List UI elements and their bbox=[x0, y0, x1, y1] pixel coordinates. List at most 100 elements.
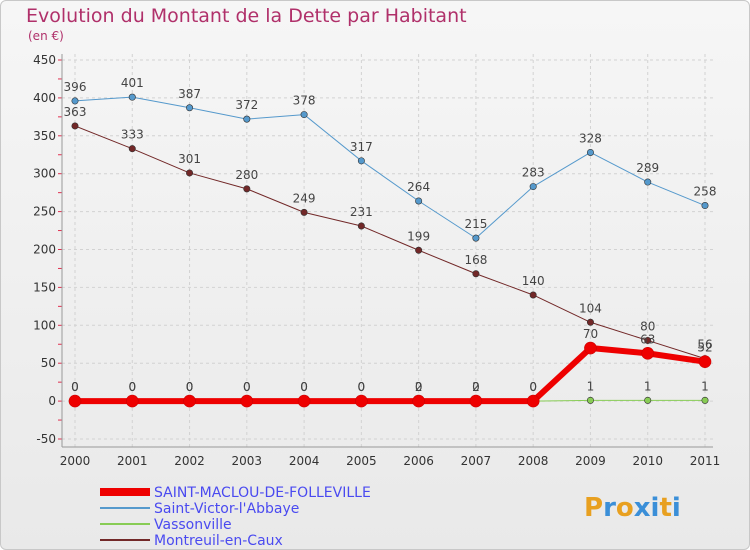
data-label: 2 bbox=[415, 380, 423, 394]
logo-letter: o bbox=[616, 493, 634, 523]
data-point bbox=[644, 336, 652, 344]
data-point bbox=[125, 394, 139, 408]
y-tick-label: 450 bbox=[33, 53, 56, 67]
data-point bbox=[243, 115, 251, 123]
series-montreuil-en-caux: 363 333 301 280 249 231 199 168 140 104 80 56 bbox=[64, 105, 713, 363]
data-label: 104 bbox=[579, 301, 602, 315]
data-point bbox=[529, 291, 537, 299]
data-label: 301 bbox=[178, 152, 201, 166]
data-label: 231 bbox=[350, 205, 373, 219]
logo-letter: i bbox=[651, 493, 660, 523]
data-point bbox=[128, 93, 136, 101]
data-point bbox=[644, 396, 652, 404]
data-point bbox=[412, 394, 425, 408]
data-label: 1 bbox=[587, 379, 595, 393]
proxiti-logo: Proxiti bbox=[584, 493, 681, 523]
logo-letter: i bbox=[672, 493, 681, 523]
data-label: 401 bbox=[121, 76, 144, 90]
logo-letter: P bbox=[584, 493, 603, 523]
data-point bbox=[128, 145, 136, 153]
data-point bbox=[701, 202, 709, 210]
series-layer: 363 333 301 280 249 231 199 168 140 104 80 56 0 0 0 0 0 0… bbox=[64, 76, 716, 408]
data-label: 0 bbox=[529, 380, 537, 394]
x-tick-label: 2009 bbox=[575, 454, 606, 468]
data-point bbox=[186, 104, 194, 112]
chart-title: Evolution du Montant de la Dette par Hab… bbox=[26, 5, 467, 27]
data-point bbox=[357, 222, 365, 230]
x-tick-label: 2005 bbox=[346, 454, 377, 468]
data-point bbox=[183, 394, 196, 408]
y-tick-label: 200 bbox=[33, 243, 56, 257]
data-label: 328 bbox=[579, 131, 602, 145]
legend-item: SAINT-MACLOU-DE-FOLLEVILLE bbox=[100, 485, 371, 501]
data-label: 280 bbox=[235, 168, 258, 182]
data-label: 0 bbox=[415, 380, 423, 394]
x-tick-label: 2002 bbox=[174, 454, 205, 468]
grid bbox=[62, 54, 713, 447]
data-point bbox=[415, 197, 423, 205]
legend-item: Saint-Victor-l'Abbaye bbox=[100, 501, 299, 517]
data-point bbox=[469, 394, 483, 408]
legend-item: Montreuil-en-Caux bbox=[100, 533, 283, 549]
data-label: 56 bbox=[697, 338, 712, 352]
data-label: 0 bbox=[300, 380, 308, 394]
data-label: 333 bbox=[121, 128, 144, 142]
data-label: 0 bbox=[358, 380, 366, 394]
data-label: 0 bbox=[128, 380, 136, 394]
data-label: 2 bbox=[472, 380, 480, 394]
series-line bbox=[75, 345, 706, 405]
x-tick-label: 2003 bbox=[232, 454, 263, 468]
y-tick-label: 300 bbox=[33, 167, 56, 181]
x-tick-label: 2010 bbox=[632, 454, 663, 468]
data-point bbox=[186, 169, 194, 177]
data-point bbox=[355, 394, 368, 408]
data-label: 0 bbox=[472, 380, 480, 394]
data-point bbox=[300, 208, 308, 216]
data-label: 80 bbox=[640, 319, 655, 333]
data-point bbox=[586, 396, 594, 404]
data-point bbox=[472, 270, 480, 278]
data-label: 1 bbox=[701, 379, 709, 393]
data-point bbox=[698, 355, 712, 368]
y-tick-label: 0 bbox=[48, 394, 56, 408]
data-label: 52 bbox=[697, 341, 712, 355]
data-point bbox=[644, 178, 652, 186]
data-point bbox=[641, 347, 655, 360]
data-label: 387 bbox=[178, 87, 201, 101]
data-label: 0 bbox=[300, 380, 308, 394]
chart-subtitle: (en €) bbox=[28, 29, 64, 43]
legend-label: Montreuil-en-Caux bbox=[154, 533, 283, 549]
data-point bbox=[529, 183, 537, 191]
data-label: 168 bbox=[464, 253, 487, 267]
data-label: 70 bbox=[583, 327, 598, 341]
y-tick-label: 50 bbox=[41, 356, 56, 370]
series-line bbox=[74, 125, 706, 360]
data-label: 396 bbox=[64, 80, 87, 94]
x-tick-label: 2001 bbox=[117, 454, 148, 468]
data-point bbox=[300, 111, 308, 119]
logo-letter: t bbox=[659, 493, 671, 523]
data-label: 63 bbox=[640, 332, 655, 346]
x-tick-label: 2000 bbox=[60, 454, 91, 468]
y-tick-label: 250 bbox=[33, 205, 56, 219]
data-point bbox=[71, 122, 79, 130]
data-point bbox=[357, 157, 365, 165]
data-point bbox=[243, 185, 251, 193]
y-tick-label: 350 bbox=[33, 129, 56, 143]
data-label: 215 bbox=[464, 217, 487, 231]
data-point bbox=[415, 246, 423, 254]
data-label: 0 bbox=[186, 380, 194, 394]
legend-label: Saint-Victor-l'Abbaye bbox=[154, 501, 299, 517]
x-tick-label: 2004 bbox=[289, 454, 320, 468]
data-label: 199 bbox=[407, 229, 430, 243]
data-label: 0 bbox=[358, 380, 366, 394]
data-label: 289 bbox=[636, 161, 659, 175]
data-label: 0 bbox=[71, 380, 79, 394]
legend: SAINT-MACLOU-DE-FOLLEVILLESaint-Victor-l… bbox=[100, 485, 371, 549]
data-point bbox=[297, 394, 311, 408]
data-point bbox=[584, 341, 597, 355]
